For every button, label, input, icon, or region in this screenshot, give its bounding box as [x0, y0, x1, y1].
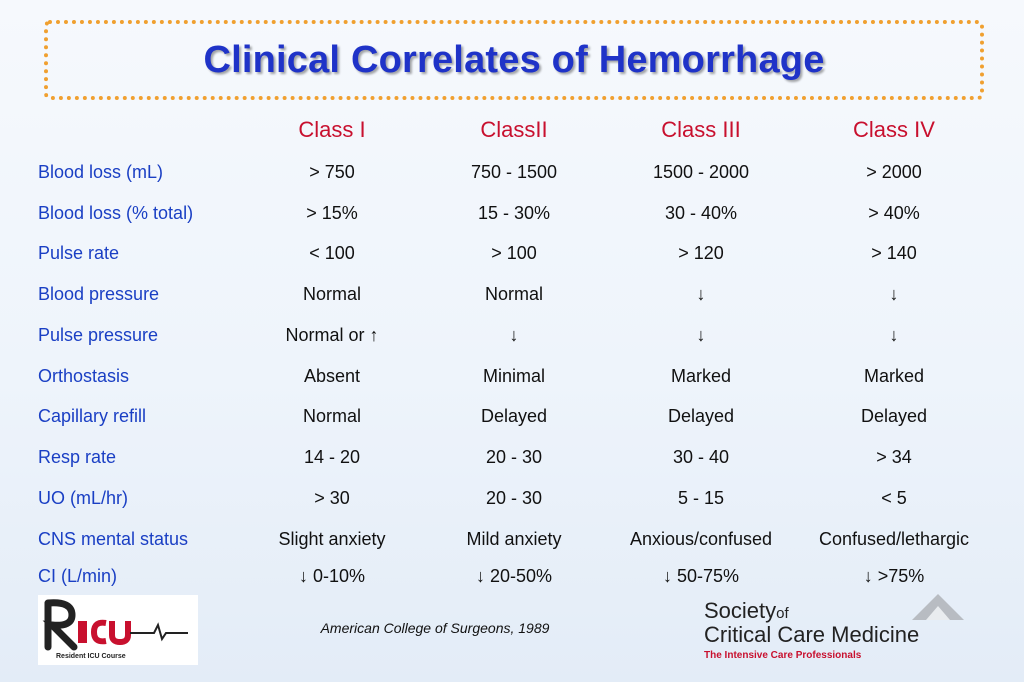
- table-cell: Delayed: [860, 406, 928, 426]
- table-cell: > 40%: [868, 203, 920, 223]
- table-header-row: Class I ClassII Class III Class IV: [0, 112, 1024, 148]
- row-label: Blood pressure: [38, 284, 160, 304]
- down-arrow-icon: ↓: [696, 325, 706, 345]
- table-cell: Normal: [302, 284, 361, 304]
- table-cell: ↓ >75%: [863, 566, 925, 586]
- table-cell: > 100: [491, 243, 537, 263]
- row-label: Orthostasis: [38, 366, 130, 386]
- resident-icu-course-logo: Resident ICU Course: [38, 595, 198, 665]
- table-cell: Delayed: [667, 406, 735, 426]
- row-label: Capillary refill: [38, 406, 147, 426]
- table-cell: > 140: [871, 243, 917, 263]
- table-row: Blood pressure Normal Normal ↓ ↓: [0, 276, 1024, 312]
- table-cell: > 750: [309, 162, 355, 182]
- column-header-class-4: Class IV: [853, 117, 935, 142]
- table-cell: 14 - 20: [303, 447, 361, 467]
- table-cell: Confused/lethargic: [818, 529, 970, 549]
- table-cell: < 100: [309, 243, 355, 263]
- sccm-name: Critical Care Medicine: [704, 622, 920, 647]
- row-label: CNS mental status: [38, 529, 189, 549]
- table-row: Resp rate 14 - 20 20 - 30 30 - 40 > 34: [0, 439, 1024, 475]
- page-title: Clinical Correlates of Hemorrhage: [203, 38, 825, 81]
- table-cell: ↓ 50-75%: [662, 566, 740, 586]
- table-cell: Marked: [863, 366, 925, 386]
- table-row: CI (L/min) ↓ 0-10% ↓ 20-50% ↓ 50-75% ↓ >…: [0, 558, 1024, 594]
- table-cell: 30 - 40: [672, 447, 730, 467]
- ricu-logo-icon: [42, 599, 188, 651]
- table-cell: Mild anxiety: [466, 529, 562, 549]
- column-header-class-3: Class III: [661, 117, 741, 142]
- sccm-logo: Societyof Critical Care Medicine The Int…: [700, 592, 980, 667]
- table-cell: 20 - 30: [485, 488, 543, 508]
- table-cell: < 5: [881, 488, 907, 508]
- table-row: Capillary refill Normal Delayed Delayed …: [0, 398, 1024, 434]
- table-row: CNS mental status Slight anxiety Mild an…: [0, 521, 1024, 557]
- row-label: Blood loss (mL): [38, 162, 164, 182]
- down-arrow-icon: ↓: [509, 325, 519, 345]
- row-label: Resp rate: [38, 447, 117, 467]
- sccm-tagline: The Intensive Care Professionals: [704, 650, 862, 661]
- row-label: Pulse rate: [38, 243, 120, 263]
- down-arrow-icon: ↓: [889, 325, 899, 345]
- table-cell: Delayed: [480, 406, 548, 426]
- table-row: Pulse pressure Normal or ↑ ↓ ↓ ↓: [0, 317, 1024, 353]
- table-cell: 20 - 30: [485, 447, 543, 467]
- sccm-triangle-icon: [912, 594, 964, 620]
- down-arrow-icon: ↓: [696, 284, 706, 304]
- table-row: UO (mL/hr) > 30 20 - 30 5 - 15 < 5: [0, 480, 1024, 516]
- row-label: Blood loss (% total): [38, 203, 194, 223]
- row-label: UO (mL/hr): [38, 488, 128, 508]
- table-cell: > 30: [314, 488, 350, 508]
- table-cell: Slight anxiety: [278, 529, 386, 549]
- table-cell: Normal or ↑: [285, 325, 379, 345]
- table-row: Orthostasis Absent Minimal Marked Marked: [0, 358, 1024, 394]
- table-cell: > 15%: [306, 203, 358, 223]
- table-cell: > 2000: [866, 162, 922, 182]
- table-cell: Marked: [670, 366, 732, 386]
- down-arrow-icon: ↓: [889, 284, 899, 304]
- table-cell: Minimal: [482, 366, 545, 386]
- table-cell: > 120: [678, 243, 724, 263]
- table-cell: 1500 - 2000: [652, 162, 750, 182]
- table-cell: Normal: [484, 284, 543, 304]
- table-cell: > 34: [876, 447, 912, 467]
- table-cell: 15 - 30%: [477, 203, 551, 223]
- table-row: Pulse rate < 100 > 100 > 120 > 140: [0, 235, 1024, 271]
- table-cell: ↓ 20-50%: [475, 566, 553, 586]
- table-cell: 750 - 1500: [470, 162, 558, 182]
- column-header-class-2: ClassII: [480, 117, 548, 142]
- table-row: Blood loss (mL) > 750 750 - 1500 1500 - …: [0, 154, 1024, 190]
- table-row: Blood loss (% total) > 15% 15 - 30% 30 -…: [0, 195, 1024, 231]
- row-label: Pulse pressure: [38, 325, 159, 345]
- citation: American College of Surgeons, 1989: [320, 620, 550, 636]
- table-cell: ↓ 0-10%: [298, 566, 366, 586]
- table-cell: Normal: [302, 406, 361, 426]
- table-cell: 30 - 40%: [664, 203, 738, 223]
- row-label: CI (L/min): [38, 566, 118, 586]
- column-header-class-1: Class I: [298, 117, 366, 142]
- table-cell: 5 - 15: [677, 488, 725, 508]
- logo-caption: Resident ICU Course: [56, 653, 126, 660]
- sccm-society: Societyof: [704, 598, 789, 623]
- title-frame: Clinical Correlates of Hemorrhage: [44, 20, 984, 100]
- table-cell: Absent: [303, 366, 361, 386]
- table-cell: Anxious/confused: [629, 529, 773, 549]
